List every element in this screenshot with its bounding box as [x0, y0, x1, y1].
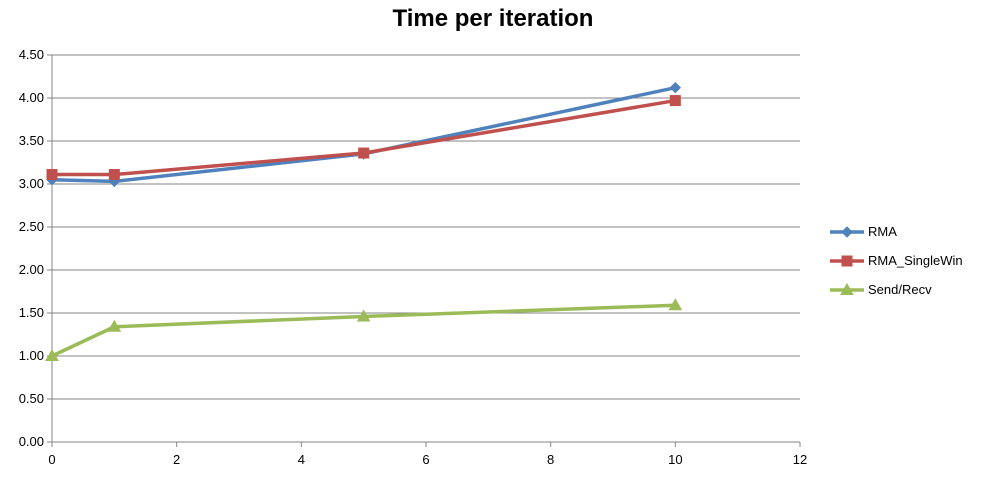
y-tick-label: 4.00 [19, 90, 44, 105]
data-point-rma [669, 81, 682, 94]
data-point-send-recv [356, 309, 371, 322]
data-point-send-recv [668, 298, 683, 311]
legend-marker [841, 226, 853, 238]
legend-item-rma-singlewin: RMA_SingleWin [830, 253, 963, 268]
y-tick-label: 0.50 [19, 391, 44, 406]
x-axis-ticks: 0 2 4 6 8 10 12 [48, 442, 807, 467]
x-tick-label: 4 [298, 452, 305, 467]
x-tick-label: 6 [422, 452, 429, 467]
data-point-rma-singlewin [46, 169, 58, 181]
legend-item-rma: RMA [830, 224, 897, 239]
legend: RMA RMA_SingleWin Send/Recv [830, 224, 963, 297]
data-point-rma-singlewin [108, 169, 120, 181]
y-axis-ticks: 0.00 0.50 1.00 1.50 2.00 2.50 3.00 3.50 4.00 4.50 [19, 47, 52, 449]
x-tick-label: 2 [173, 452, 180, 467]
legend-label: Send/Recv [868, 282, 932, 297]
data-point-rma-singlewin [358, 147, 370, 159]
series-line-send-recv [50, 303, 678, 358]
x-tick-label: 8 [547, 452, 554, 467]
y-tick-label: 2.00 [19, 262, 44, 277]
legend-marker [841, 255, 853, 267]
y-tick-label: 1.50 [19, 305, 44, 320]
y-tick-label: 3.50 [19, 133, 44, 148]
x-tick-label: 0 [48, 452, 55, 467]
series-line-rma-singlewin [50, 98, 678, 177]
series-send-recv [45, 298, 683, 361]
y-tick-label: 1.00 [19, 348, 44, 363]
series-rma-singlewin [46, 95, 681, 181]
x-tick-label: 10 [668, 452, 682, 467]
legend-label: RMA_SingleWin [868, 253, 963, 268]
y-tick-label: 0.00 [19, 434, 44, 449]
gridlines [52, 54, 800, 400]
y-tick-label: 4.50 [19, 47, 44, 62]
y-tick-label: 3.00 [19, 176, 44, 191]
series-group [45, 81, 683, 361]
axes [51, 55, 800, 443]
y-tick-label: 2.50 [19, 219, 44, 234]
legend-item-send-recv: Send/Recv [830, 282, 932, 297]
chart-title: Time per iteration [393, 5, 594, 32]
data-point-send-recv [107, 319, 122, 332]
data-point-rma-singlewin [669, 95, 681, 107]
data-point-send-recv [45, 348, 59, 361]
legend-marker [840, 282, 854, 295]
series-line-rma [50, 85, 678, 184]
legend-label: RMA [868, 224, 897, 239]
x-tick-label: 12 [793, 452, 807, 467]
